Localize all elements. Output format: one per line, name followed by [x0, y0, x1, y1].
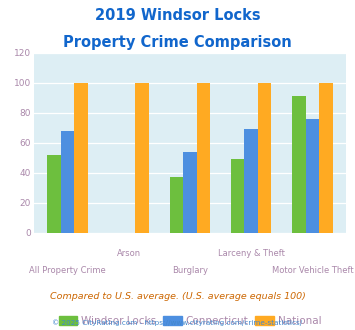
Bar [135, 83, 149, 233]
Text: © 2025 CityRating.com - https://www.cityrating.com/crime-statistics/: © 2025 CityRating.com - https://www.city… [53, 319, 302, 326]
Bar [74, 83, 88, 233]
Bar [61, 131, 74, 233]
Bar [292, 96, 306, 233]
Text: Property Crime Comparison: Property Crime Comparison [63, 35, 292, 50]
Legend: Windsor Locks, Connecticut, National: Windsor Locks, Connecticut, National [54, 312, 326, 330]
Bar [245, 129, 258, 233]
Bar [47, 155, 61, 233]
Bar [306, 119, 319, 233]
Bar [197, 83, 210, 233]
Bar [319, 83, 333, 233]
Text: Burglary: Burglary [172, 266, 208, 275]
Text: Compared to U.S. average. (U.S. average equals 100): Compared to U.S. average. (U.S. average … [50, 292, 305, 301]
Text: All Property Crime: All Property Crime [29, 266, 106, 275]
Text: Motor Vehicle Theft: Motor Vehicle Theft [272, 266, 353, 275]
Text: 2019 Windsor Locks: 2019 Windsor Locks [95, 8, 260, 23]
Bar [170, 177, 183, 233]
Text: Larceny & Theft: Larceny & Theft [218, 249, 285, 258]
Bar [231, 159, 245, 233]
Bar [183, 152, 197, 233]
Text: Arson: Arson [116, 249, 141, 258]
Bar [258, 83, 271, 233]
